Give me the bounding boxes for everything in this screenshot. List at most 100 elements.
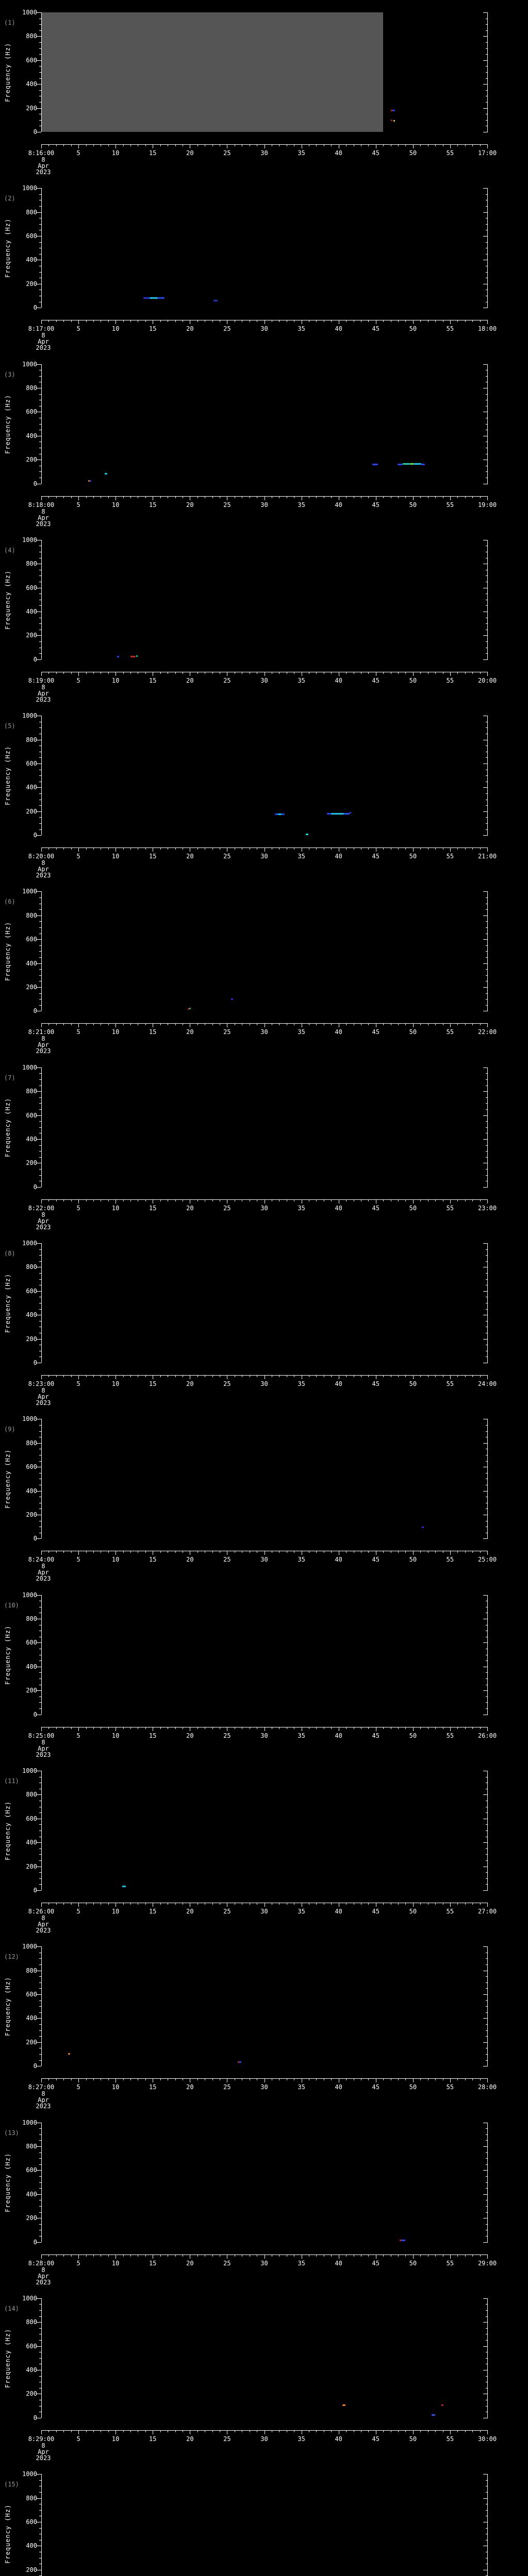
time-tick-label: 35	[298, 2435, 305, 2443]
y-axis-tick	[486, 1812, 488, 1814]
time-axis-tick	[48, 2430, 50, 2432]
time-axis-tick	[48, 320, 50, 323]
time-axis-tick	[480, 2430, 481, 2432]
time-axis-tick	[63, 496, 64, 498]
y-axis-tick-label: 600	[26, 2166, 37, 2174]
plot-area	[41, 1595, 487, 1715]
time-axis-tick	[197, 671, 198, 674]
y-axis-tick	[486, 2492, 488, 2493]
time-axis-tick	[398, 320, 399, 323]
time-tick-label: 10	[111, 1028, 120, 1036]
y-axis-tick-label: 400	[26, 2542, 37, 2550]
y-axis-tick	[39, 394, 41, 395]
time-axis-tick	[145, 496, 146, 498]
time-tick-label: 55	[446, 1028, 454, 1036]
time-axis-tick	[368, 1726, 369, 1729]
plot-area	[41, 1770, 487, 1890]
frequency-axis-label: Frequency (Hz)	[4, 2328, 11, 2388]
time-axis-tick	[160, 1551, 161, 1553]
time-axis-tick	[405, 2254, 406, 2257]
y-axis-tick-label: 800	[26, 911, 37, 919]
y-axis-tick	[37, 1291, 41, 1292]
time-axis-tick	[472, 1199, 473, 1201]
time-tick-label: 10	[111, 853, 120, 860]
time-axis-tick	[405, 496, 406, 498]
time-tick-label: 10	[111, 676, 120, 684]
y-axis-tick-label: 400	[26, 1839, 37, 1846]
y-axis-tick	[39, 194, 41, 195]
y-axis-line-left	[41, 1067, 42, 1187]
spectrogram-panel-12: (12) Frequency (Hz) 0 200 400 600 800 1000 5 10 15…	[0, 1934, 528, 2110]
time-end-label: 19:00	[477, 501, 497, 509]
time-start-label: 8:26:00	[28, 1907, 55, 1915]
time-tick-label: 50	[409, 2083, 417, 2091]
y-axis-tick	[486, 2528, 488, 2529]
y-axis-tick	[486, 1005, 488, 1006]
y-axis-tick	[483, 2474, 488, 2475]
time-axis-tick	[435, 320, 436, 323]
time-axis-tick	[383, 1375, 384, 1378]
y-axis-tick	[486, 206, 488, 207]
time-axis-tick	[383, 1551, 384, 1553]
time-tick-label: 15	[149, 1556, 157, 1564]
time-axis-tick	[145, 1375, 146, 1378]
time-axis-tick	[130, 2254, 131, 2257]
time-axis-tick	[412, 2254, 414, 2259]
y-axis-tick	[37, 2194, 41, 2195]
time-axis-tick	[130, 2430, 131, 2432]
y-axis-tick	[486, 2212, 488, 2213]
y-axis-tick	[483, 1115, 488, 1116]
y-axis-tick	[483, 1595, 488, 1596]
detection-mark	[393, 120, 395, 122]
time-axis-tick	[472, 1726, 473, 1729]
y-axis-line-left	[41, 364, 42, 484]
panel-number: (12)	[4, 1953, 19, 1961]
time-start-label: 8:28:00	[28, 2259, 55, 2267]
date-month-label: Apr	[38, 2448, 49, 2455]
y-axis-tick-label: 0	[33, 655, 37, 663]
y-axis-tick	[486, 1854, 488, 1855]
time-tick-label: 45	[372, 325, 380, 333]
y-axis-tick	[39, 2328, 41, 2329]
time-axis-tick	[78, 496, 79, 500]
time-axis-tick	[175, 496, 176, 498]
time-tick-label: 50	[409, 2259, 417, 2267]
y-axis-tick	[486, 2164, 488, 2165]
y-axis-tick	[37, 939, 41, 940]
time-tick-label: 20	[186, 1907, 194, 1915]
frequency-axis-label: Frequency (Hz)	[4, 1449, 11, 1509]
time-axis-tick	[420, 1551, 421, 1553]
time-axis-tick	[160, 1375, 161, 1378]
y-axis-tick	[486, 1878, 488, 1879]
y-axis-tick	[486, 1702, 488, 1703]
y-axis-tick	[39, 48, 41, 49]
time-tick-label: 25	[223, 2259, 231, 2267]
time-tick-label: 55	[446, 1732, 454, 1739]
panel-number: (3)	[4, 370, 15, 378]
time-axis-tick	[480, 496, 481, 498]
time-axis-tick	[465, 1199, 466, 1201]
y-axis-tick-label: 600	[26, 1991, 37, 1998]
y-axis-tick	[39, 2310, 41, 2311]
time-axis-tick	[457, 1375, 458, 1378]
time-tick-label: 40	[335, 1556, 342, 1564]
y-axis-tick	[39, 1121, 41, 1122]
detection-mark	[421, 463, 425, 465]
panel-number: (11)	[4, 1777, 19, 1785]
time-axis-tick	[123, 1551, 124, 1553]
time-axis-tick	[41, 1902, 42, 1907]
time-axis-tick	[63, 1023, 64, 1026]
y-axis-tick-label: 800	[26, 560, 37, 568]
time-axis-tick	[412, 1199, 414, 1204]
y-axis-line-left	[41, 1946, 42, 2066]
time-axis-tick	[472, 1023, 473, 1026]
y-axis-tick	[39, 653, 41, 654]
time-axis-tick	[63, 1726, 64, 1729]
time-axis-tick	[41, 144, 42, 148]
y-axis-tick	[486, 2054, 488, 2055]
date-day-label: 8	[41, 1211, 45, 1218]
y-axis-tick	[486, 1097, 488, 1098]
time-axis-tick	[175, 320, 176, 323]
y-axis-tick	[486, 224, 488, 225]
y-axis-tick	[37, 188, 41, 189]
